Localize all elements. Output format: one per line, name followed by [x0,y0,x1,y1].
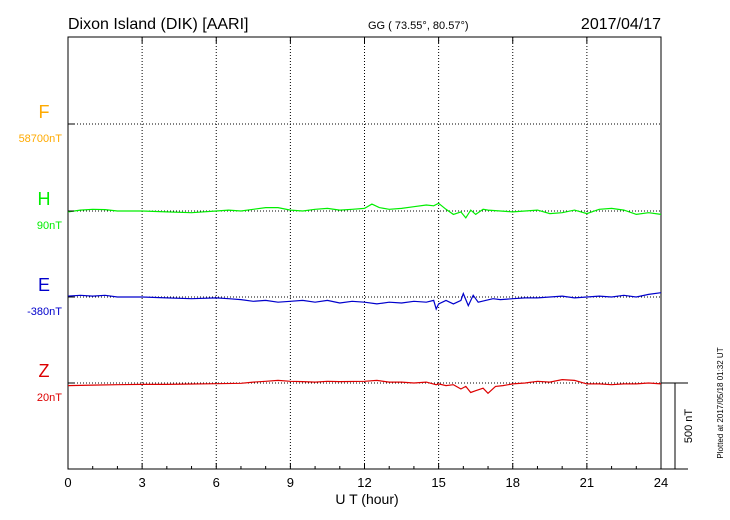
component-name-F: F [39,102,50,122]
component-baseline-F: 58700nT [19,133,63,145]
station-title: Dixon Island (DIK) [AARI] [68,16,249,33]
series-line-Z [67,378,662,395]
component-name-Z: Z [39,361,50,381]
plot-grid [68,37,661,469]
x-axis-label: U T (hour) [335,491,398,507]
x-tick-label: 21 [580,475,594,490]
x-tick-label: 3 [139,475,146,490]
date-label: 2017/04/17 [581,16,661,33]
scale-bar: 500 nT [661,382,695,470]
component-baseline-E: -380nT [27,306,62,318]
x-axis-ticks: 0 3 6 9 12 15 18 21 24 [64,37,668,490]
component-labels: F 58700nT H 90nT E -380nT Z 20nT [19,102,63,404]
trace-layer [67,202,662,395]
coordinates-label: GG ( 73.55°, 80.57°) [368,20,469,32]
plotted-at-note: Plotted at 2017/05/18 01:32 UT [716,347,725,458]
x-tick-label: 15 [431,475,445,490]
x-tick-label: 24 [654,475,668,490]
component-baseline-Z: 20nT [37,392,62,404]
component-name-H: H [38,189,51,209]
x-tick-label: 9 [287,475,294,490]
scale-bar-label: 500 nT [683,409,695,444]
x-tick-label: 0 [64,475,71,490]
component-baseline-H: 90nT [37,220,62,232]
x-tick-label: 12 [357,475,371,490]
x-tick-label: 6 [213,475,220,490]
x-tick-label: 18 [506,475,520,490]
series-line-H [67,202,662,219]
series-line-E [67,291,662,311]
component-name-E: E [38,275,50,295]
